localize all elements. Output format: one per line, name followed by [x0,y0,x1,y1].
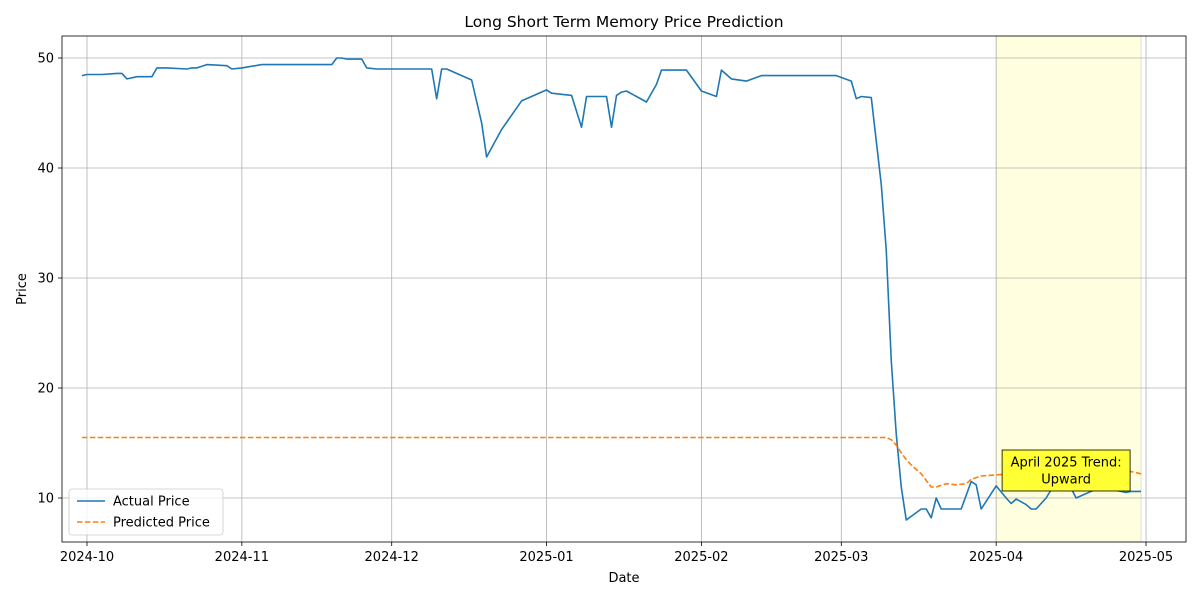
annotation-text-line: April 2025 Trend: [1011,456,1122,471]
axes-frame [61,35,1187,543]
ticks: 2024-10 2024-11 2024-12 2025-01 2025-02 2025-… [37,52,1173,566]
x-tick-label: 2025-02 [674,550,728,565]
y-axis-label: Price [15,273,30,305]
y-tick-label: 40 [37,162,54,177]
annotation-box [1001,449,1131,492]
grid [62,36,1186,542]
x-tick-label: 2024-10 [60,550,114,565]
legend-label-actual-price: Actual Price [113,495,190,510]
y-tick-label: 20 [37,382,54,397]
y-tick-label: 50 [37,52,54,67]
y-tick-label: 30 [37,272,54,287]
x-tick-label: 2025-04 [969,550,1023,565]
legend: Actual Price Predicted Price [68,488,224,536]
x-tick-label: 2025-05 [1119,550,1173,565]
x-axis-label: Date [608,571,639,586]
series-line-actual-price [81,57,1142,521]
chart-title: Long Short Term Memory Price Prediction [464,13,783,31]
legend-label-predicted-price: Predicted Price [113,516,210,531]
y-tick-label: 10 [37,492,54,507]
legend-box [68,488,224,536]
x-tick-label: 2024-12 [365,550,419,565]
trend-annotation: April 2025 Trend: Upward [1001,449,1131,492]
x-tick-label: 2025-03 [814,550,868,565]
x-tick-label: 2025-01 [519,550,573,565]
annotation-text-line: Upward [1041,473,1091,488]
x-tick-label: 2024-11 [215,550,269,565]
